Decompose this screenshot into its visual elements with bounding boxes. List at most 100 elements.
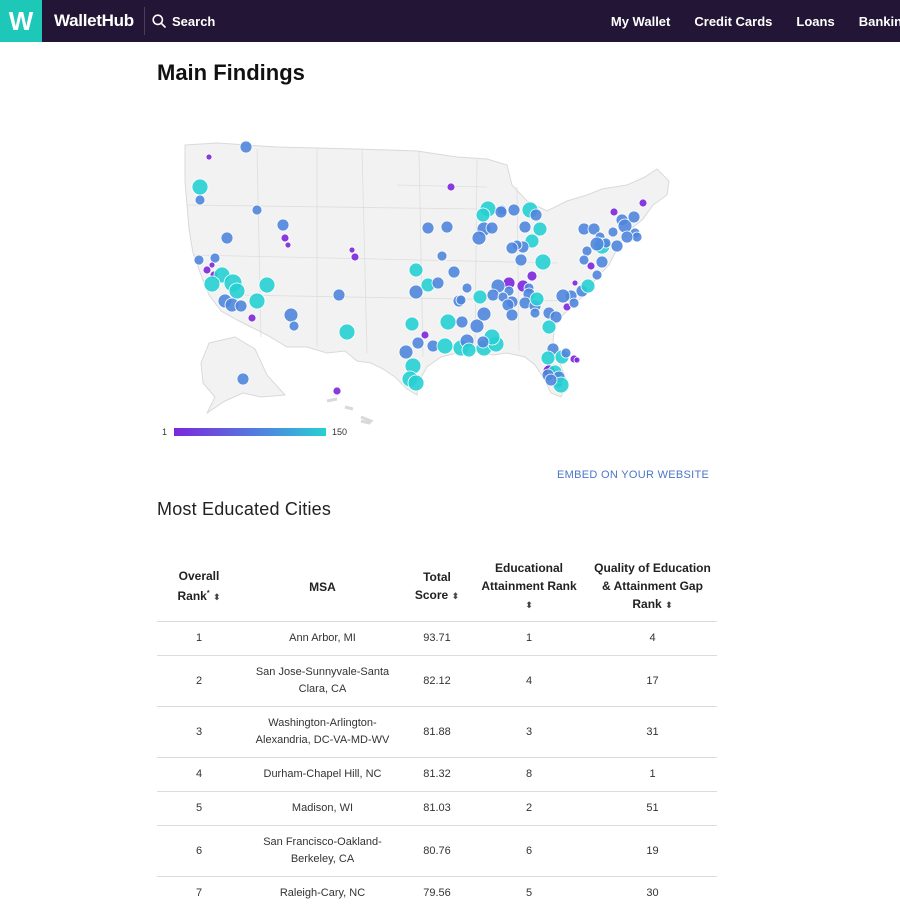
city-bubble[interactable] — [439, 313, 457, 331]
city-bubble[interactable] — [420, 330, 430, 340]
city-bubble[interactable] — [586, 261, 596, 271]
city-bubble[interactable] — [194, 194, 206, 206]
sort-icon[interactable]: ⬍ — [525, 600, 533, 610]
city-bubble[interactable] — [475, 207, 491, 223]
city-bubble[interactable] — [544, 373, 558, 387]
city-bubble[interactable] — [332, 288, 346, 302]
nav-banking[interactable]: Banking — [858, 13, 900, 29]
city-bubble[interactable] — [580, 278, 596, 294]
city-bubble[interactable] — [193, 254, 205, 266]
city-bubble[interactable] — [485, 221, 499, 235]
city-bubble[interactable] — [276, 218, 290, 232]
city-bubble[interactable] — [348, 246, 356, 254]
city-bubble[interactable] — [202, 265, 212, 275]
city-bubble[interactable] — [471, 230, 487, 246]
city-bubble[interactable] — [408, 262, 424, 278]
city-bubble[interactable] — [607, 226, 619, 238]
city-bubble[interactable] — [332, 386, 342, 396]
city-bubble[interactable] — [338, 323, 356, 341]
city-bubble[interactable] — [203, 275, 221, 293]
city-bubble[interactable] — [494, 205, 508, 219]
city-bubble[interactable] — [205, 153, 213, 161]
city-bubble[interactable] — [446, 182, 456, 192]
city-bubble[interactable] — [436, 250, 448, 262]
city-bubble[interactable] — [228, 282, 246, 300]
sort-icon[interactable]: ⬍ — [665, 600, 673, 610]
city-bubble[interactable] — [610, 239, 624, 253]
nav-loans[interactable]: Loans — [796, 13, 835, 29]
city-bubble[interactable] — [248, 292, 266, 310]
nav-credit-cards[interactable]: Credit Cards — [694, 13, 773, 29]
city-bubble[interactable] — [627, 210, 641, 224]
city-bubble[interactable] — [532, 221, 548, 237]
city-bubble[interactable] — [280, 233, 290, 243]
city-bubble[interactable] — [407, 374, 425, 392]
city-bubble[interactable] — [518, 220, 532, 234]
city-bubble[interactable] — [447, 265, 461, 279]
city-bubble[interactable] — [251, 204, 263, 216]
us-map[interactable] — [157, 125, 697, 425]
city-bubble[interactable] — [461, 282, 473, 294]
city-bubble[interactable] — [581, 245, 593, 257]
city-bubble[interactable] — [236, 372, 250, 386]
city-bubble[interactable] — [578, 254, 590, 266]
wallethub-logo[interactable]: W — [0, 0, 42, 42]
city-bubble[interactable] — [411, 336, 425, 350]
city-bubble[interactable] — [398, 344, 414, 360]
city-bubble[interactable] — [476, 306, 492, 322]
city-bubble[interactable] — [541, 319, 557, 335]
city-bubble[interactable] — [631, 231, 643, 243]
city-bubble[interactable] — [247, 313, 257, 323]
city-bubble[interactable] — [220, 231, 234, 245]
embed-link[interactable]: EMBED ON YOUR WEBSITE — [557, 469, 710, 481]
search-button[interactable]: Search — [152, 0, 215, 42]
city-bubble[interactable] — [507, 203, 521, 217]
city-bubble[interactable] — [591, 269, 603, 281]
city-bubble[interactable] — [239, 140, 253, 154]
city-bubble[interactable] — [208, 261, 216, 269]
city-bubble[interactable] — [469, 318, 485, 334]
nav-my-wallet[interactable]: My Wallet — [610, 13, 671, 29]
city-bubble[interactable] — [191, 178, 209, 196]
city-bubbles[interactable] — [191, 140, 648, 396]
col-educational-attainment[interactable]: Educational Attainment Rank ⬍ — [470, 552, 588, 622]
city-bubble[interactable] — [350, 252, 360, 262]
city-bubble[interactable] — [529, 208, 543, 222]
city-bubble[interactable] — [455, 315, 469, 329]
city-bubble[interactable] — [404, 316, 420, 332]
sort-icon[interactable]: ⬍ — [212, 592, 221, 602]
city-bubble[interactable] — [283, 307, 299, 323]
city-bubble[interactable] — [589, 236, 605, 252]
city-bubble[interactable] — [609, 207, 619, 217]
city-bubble[interactable] — [440, 220, 454, 234]
city-bubble[interactable] — [258, 276, 276, 294]
city-bubble[interactable] — [555, 288, 571, 304]
city-bubble[interactable] — [620, 230, 634, 244]
city-bubble[interactable] — [209, 252, 221, 264]
city-bubble[interactable] — [284, 241, 292, 249]
city-bubble[interactable] — [408, 284, 424, 300]
sort-icon[interactable]: ⬍ — [451, 591, 460, 601]
city-bubble[interactable] — [534, 253, 552, 271]
col-overall-rank[interactable]: Overall Rank* ⬍ — [157, 552, 241, 622]
city-bubble[interactable] — [288, 320, 300, 332]
city-bubble[interactable] — [505, 308, 519, 322]
city-bubble[interactable] — [540, 350, 556, 366]
city-bubble[interactable] — [455, 294, 467, 306]
city-bubble[interactable] — [472, 289, 488, 305]
city-bubble[interactable] — [526, 270, 538, 282]
city-bubble[interactable] — [587, 222, 601, 236]
city-bubble[interactable] — [529, 307, 541, 319]
city-bubble[interactable] — [486, 288, 500, 302]
city-bubble[interactable] — [461, 342, 477, 358]
city-bubble[interactable] — [571, 279, 579, 287]
city-bubble[interactable] — [436, 337, 454, 355]
city-bubble[interactable] — [638, 198, 648, 208]
city-bubble[interactable] — [573, 356, 581, 364]
city-bubble[interactable] — [568, 297, 580, 309]
us-map-container[interactable] — [157, 125, 697, 425]
city-bubble[interactable] — [505, 241, 519, 255]
city-bubble[interactable] — [476, 335, 490, 349]
col-total-score[interactable]: Total Score ⬍ — [404, 552, 470, 622]
city-bubble[interactable] — [560, 347, 572, 359]
